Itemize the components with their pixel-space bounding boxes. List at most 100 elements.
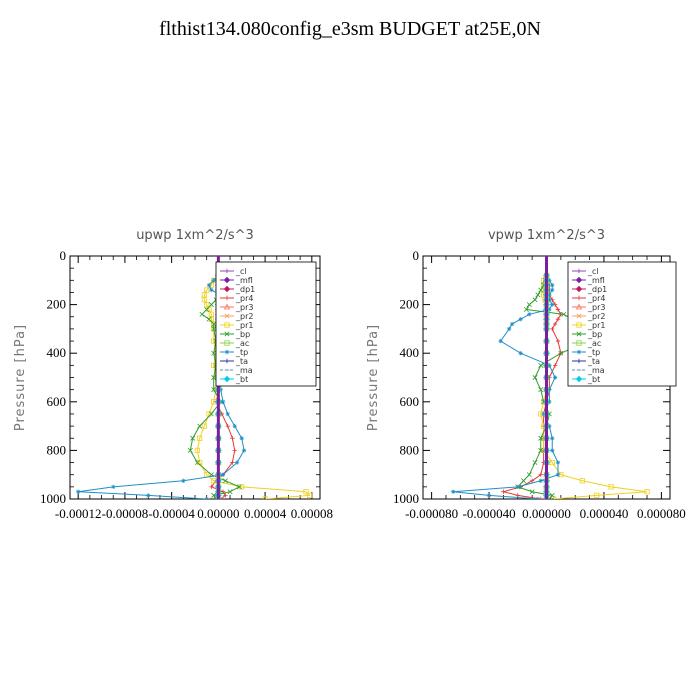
legend-marker: [576, 340, 582, 346]
series-marker: [201, 423, 207, 429]
x-tick-label: 0.000080: [637, 506, 686, 521]
legend-label: _pr1: [235, 321, 253, 330]
x-tick-label: 0.000000: [522, 506, 571, 521]
legend-label: _pr4: [587, 294, 605, 303]
legend: _cl_mfl_dp1_pr4_pr3_pr2_pr1_bp_ac_tp_ta_…: [215, 261, 317, 387]
series-marker: [75, 489, 81, 494]
legend-marker: [224, 322, 230, 328]
legend-label: _ac: [235, 339, 249, 348]
series-marker: [552, 321, 558, 327]
series-marker: [518, 316, 523, 322]
y-tick-label: 200: [400, 297, 420, 312]
legend-marker: [223, 303, 231, 310]
chart-panel-upwp: upwp 1xm^2/s^3 Pressure [hPa] 0 200 400 600 80…: [13, 228, 333, 521]
series-marker: [194, 460, 200, 466]
legend-label: _ac: [587, 339, 601, 348]
legend-label: _tp: [235, 348, 248, 357]
x-tick-label: -0.00004: [148, 506, 195, 521]
y-tick-label: 600: [400, 394, 420, 409]
series-marker: [232, 423, 237, 429]
legend-marker: [576, 349, 582, 355]
series-marker: [201, 292, 207, 298]
series-marker: [555, 460, 561, 465]
series-marker: [225, 423, 230, 429]
legend-label: _mfl: [587, 276, 605, 285]
series-marker: [199, 311, 205, 317]
series-marker: [206, 316, 212, 322]
legend-marker: [224, 358, 230, 364]
panel-title: vpwp 1xm^2/s^3: [488, 228, 605, 243]
y-axis-label: Pressure [hPa]: [366, 324, 381, 431]
series-marker: [190, 435, 196, 441]
series-marker: [555, 338, 561, 344]
y-tick-label: 400: [400, 345, 420, 360]
series-marker: [529, 489, 535, 495]
legend-marker: [224, 331, 230, 337]
series-marker: [549, 459, 555, 466]
series-marker: [187, 447, 193, 453]
plot-area: [450, 256, 650, 499]
series-marker: [227, 489, 233, 495]
x-tick-label: -0.00012: [55, 506, 102, 521]
series-marker: [206, 282, 212, 288]
legend-marker: [224, 268, 230, 274]
series-marker: [550, 287, 555, 293]
x-tick-label: 0.00008: [291, 506, 333, 521]
series-marker: [209, 287, 214, 293]
y-tick-label: 800: [47, 442, 67, 457]
x-tick-label: 0.00000: [197, 506, 239, 521]
series-marker: [222, 478, 228, 484]
series-marker: [515, 484, 520, 490]
page-title: flthist134.080config_e3sm BUDGET at25E,0…: [159, 18, 541, 40]
series-marker: [208, 411, 214, 417]
series-marker: [211, 375, 217, 380]
legend-label: _ta: [235, 357, 248, 366]
panel-title: upwp 1xm^2/s^3: [136, 228, 254, 243]
y-tick-label: 200: [47, 297, 67, 312]
series-marker: [450, 489, 456, 494]
series-marker: [211, 492, 217, 498]
legend-marker: [224, 349, 230, 355]
legend-marker: [576, 313, 582, 319]
series-marker: [538, 478, 543, 483]
series-marker: [515, 493, 520, 498]
x-tick-label: -0.00008: [102, 506, 149, 521]
series-marker: [526, 302, 532, 308]
y-tick-label: 400: [47, 345, 67, 360]
x-tick-label: 0.00004: [244, 506, 287, 521]
series-marker: [211, 321, 217, 327]
legend-label: _ma: [587, 366, 605, 375]
series-marker: [230, 436, 235, 441]
legend-marker: [223, 285, 231, 293]
legend-marker: [576, 358, 582, 364]
series-marker: [211, 387, 217, 393]
legend-box: [567, 261, 677, 387]
series-tp: [450, 273, 561, 499]
series-marker: [550, 302, 555, 307]
legend-marker: [224, 313, 230, 319]
series-marker: [526, 472, 532, 478]
legend-marker: [575, 285, 583, 293]
legend-label: _cl: [587, 267, 599, 276]
legend-label: _pr3: [235, 303, 253, 312]
legend-marker: [576, 268, 582, 274]
legend: _cl_mfl_dp1_pr4_pr3_pr2_pr1_bp_ac_tp_ta_…: [567, 261, 677, 387]
series-marker: [527, 312, 532, 317]
y-tick-label: 1000: [393, 491, 419, 506]
x-tick-label: 0.000040: [580, 506, 629, 521]
series-marker: [506, 326, 512, 332]
series-marker: [211, 350, 217, 356]
y-tick-label: 0: [413, 248, 420, 263]
series-marker: [538, 435, 544, 441]
legend-label: _pr2: [587, 312, 605, 321]
series-marker: [532, 460, 538, 466]
series-marker: [303, 489, 309, 495]
legend-label: _bp: [235, 330, 250, 339]
legend-marker: [223, 276, 231, 284]
series-marker: [211, 326, 217, 332]
y-tick-label: 600: [47, 394, 67, 409]
series-marker: [197, 423, 203, 429]
series-marker: [558, 350, 564, 356]
y-tick-label: 0: [60, 248, 67, 263]
series-marker: [549, 492, 555, 498]
